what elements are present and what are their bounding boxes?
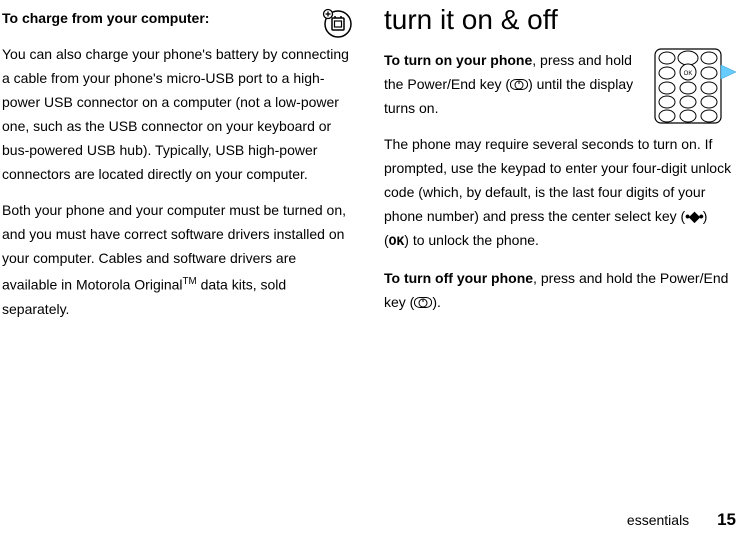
phone-keypad-icon: OK [654, 48, 736, 124]
svg-text:OK: OK [684, 71, 693, 77]
charge-paragraph-1: You can also charge your phone's battery… [2, 42, 354, 186]
page-number: 15 [717, 510, 736, 529]
right-column: turn it on & off OK To turn on your phon… [384, 6, 736, 500]
charge-subhead: To charge from your computer: [2, 10, 209, 26]
unlock-paragraph: The phone may require several seconds to… [384, 132, 736, 254]
charge-paragraph-2: Both your phone and your computer must b… [2, 198, 354, 321]
left-column: To charge from your computer: You can al… [2, 6, 354, 500]
center-select-icon: •◆• [685, 208, 703, 224]
section-title: turn it on & off [384, 6, 736, 34]
turn-off-paragraph: To turn off your phone, press and hold t… [384, 266, 736, 314]
power-key-icon [414, 297, 432, 308]
usb-charge-icon [322, 8, 354, 40]
page-footer: essentials 15 [627, 510, 736, 530]
power-key-icon [510, 79, 528, 90]
page-content: To charge from your computer: You can al… [0, 0, 756, 500]
footer-section: essentials [627, 512, 689, 528]
